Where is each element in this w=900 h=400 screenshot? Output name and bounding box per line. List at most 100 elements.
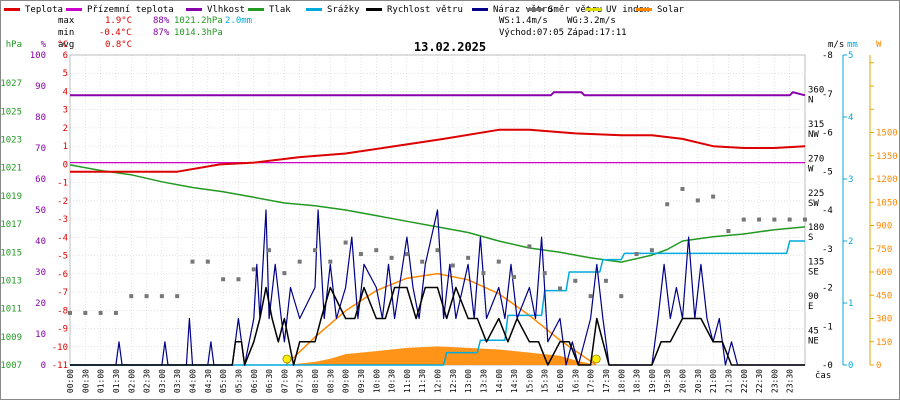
legend-swatch [66,8,82,11]
axis-tick-temperature: -3 [57,215,68,225]
wind-direction-point [450,263,455,268]
x-tick-label: 18:00 [617,369,626,393]
wind-direction-point [757,217,762,222]
axis-tick-temperature: 5 [63,69,68,79]
x-tick-label: 17:30 [602,369,611,393]
axis-tick-rain: 5 [848,51,853,61]
axis-tick-pressure: 1027 [0,79,22,89]
wind-direction-point [129,294,134,299]
axis-tick-wind-speed: -1 [822,322,833,332]
axis-tick-solar: 450 [876,291,892,301]
legend: Teplota Přízemní teplota Vlhkost Tlak Srážky… [4,5,685,15]
wind-speed-avg: WS:1.4m/s [499,16,548,26]
axis-compass-label: W [808,164,814,174]
stat-max-press: 1021.2hPa [174,16,223,26]
x-tick-label: 20:00 [679,369,688,393]
axis-tick-solar: 600 [876,268,892,278]
axis-tick-pressure: 1015 [0,248,22,258]
x-tick-label: 08:30 [326,369,335,393]
x-tick-label: 08:00 [311,369,320,393]
axis-tick-wind-speed: -4 [822,206,833,216]
axis-tick-humidity: 70 [35,144,46,154]
x-tick-label: 20:30 [694,369,703,393]
axis-unit-pct: % [41,40,47,50]
x-tick-label: 01:30 [112,369,121,393]
axis-compass-label: N [808,95,813,105]
axis-tick-pressure: 1017 [0,220,22,230]
x-tick-label: 01:00 [97,369,106,393]
wind-direction-point [665,202,670,207]
x-tick-label: 23:00 [770,369,779,393]
wind-direction-point [481,271,486,276]
axis-tick-solar: 1350 [876,152,898,162]
wind-direction-point [68,310,72,315]
stat-max-hum: 88% [153,16,170,26]
axis-unit-mm: mm [847,40,858,50]
series-line [70,128,806,173]
axis-tick-temperature: -7 [57,288,68,298]
x-tick-label: 14:00 [495,369,504,393]
x-tick-label: 16:30 [571,369,580,393]
stat-avg-label: avg [58,40,74,50]
axis-tick-pressure: 1019 [0,192,22,202]
x-axis-unit: čas [815,370,831,381]
axis-tick-temperature: -1 [57,179,68,189]
axis-tick-solar: 300 [876,315,892,325]
x-tick-label: 07:30 [296,369,305,393]
wind-direction-point [573,278,578,283]
x-tick-label: 13:00 [464,369,473,393]
legend-swatch [472,8,488,11]
axis-tick-wind-speed: -6 [822,129,833,139]
wind-direction-point [267,248,272,253]
sunset-time: Západ:17:11 [567,28,627,38]
axis-tick-humidity: 50 [35,206,46,216]
x-tick-label: 03:00 [158,369,167,393]
wind-direction-point [190,259,195,264]
axis-tick-solar: 0 [876,361,881,371]
axis-tick-humidity: 80 [35,113,46,123]
x-tick-label: 22:00 [740,369,749,393]
x-tick-label: 02:30 [143,369,152,393]
axis-tick-temperature: -6 [57,270,68,280]
series-line [70,286,805,366]
axis-tick-wind-speed: -8 [822,51,833,61]
legend-swatch [186,8,202,11]
axis-tick-rain: 4 [848,113,853,123]
axis-tick-rain: 3 [848,175,853,185]
x-tick-label: 06:00 [250,369,259,393]
axis-tick-humidity: 0 [41,361,46,371]
x-tick-label: 19:30 [663,369,672,393]
wind-direction-point [512,274,517,279]
legend-label: Tlak [269,5,291,15]
axis-tick-wind-direction: 360 [808,85,824,95]
axis-tick-wind-direction: 225 [808,189,824,199]
x-tick-label: 15:00 [525,369,534,393]
legend-swatch [636,8,652,11]
sunrise-time: Východ:07:05 [499,28,564,38]
solar-area [285,346,597,365]
wind-direction-point [527,244,532,249]
left-axes: hPa1007100910111013101510171019102110231… [0,40,68,371]
wind-direction-point [634,252,639,257]
wind-direction-point [649,248,654,253]
wind-direction-point [695,198,700,203]
axis-compass-label: SE [808,268,819,278]
wind-direction-point [680,186,685,191]
x-tick-label: 23:30 [786,369,795,393]
legend-label: Solar [657,5,685,15]
wind-direction-point [772,217,777,222]
series-line [69,164,806,263]
axis-tick-humidity: 20 [35,299,46,309]
wind-direction-point [313,248,317,253]
grid [69,54,806,366]
axis-unit-hpa: hPa [6,40,22,50]
series-line [285,272,597,366]
x-tick-label: 13:30 [479,369,488,393]
x-tick-label: 10:30 [388,369,397,393]
right-axes: m/s mm W45NE90E135SE180S225SW270W315NW360N… [808,40,898,371]
x-tick-label: 00:30 [81,369,90,393]
axis-tick-humidity: 30 [35,268,46,278]
x-tick-label: 14:30 [510,369,519,393]
x-tick-label: 12:30 [449,369,458,393]
axis-tick-temperature: -9 [57,325,68,335]
